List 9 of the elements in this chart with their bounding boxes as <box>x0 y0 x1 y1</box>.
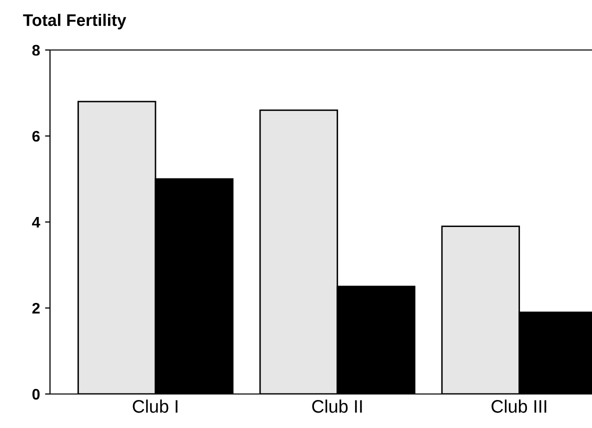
y-tick-label: 8 <box>32 44 40 56</box>
y-axis-title: Total Fertility <box>23 14 126 30</box>
x-tick-label: Club III <box>492 400 546 413</box>
y-tick-label: 4 <box>32 217 40 228</box>
y-tick-label: 2 <box>32 302 40 314</box>
x-tick-label: Club II <box>312 400 362 413</box>
y-tick-label: 0 <box>32 388 40 400</box>
y-tick-label: 6 <box>32 130 40 142</box>
x-tick-label: Club I <box>132 400 178 413</box>
